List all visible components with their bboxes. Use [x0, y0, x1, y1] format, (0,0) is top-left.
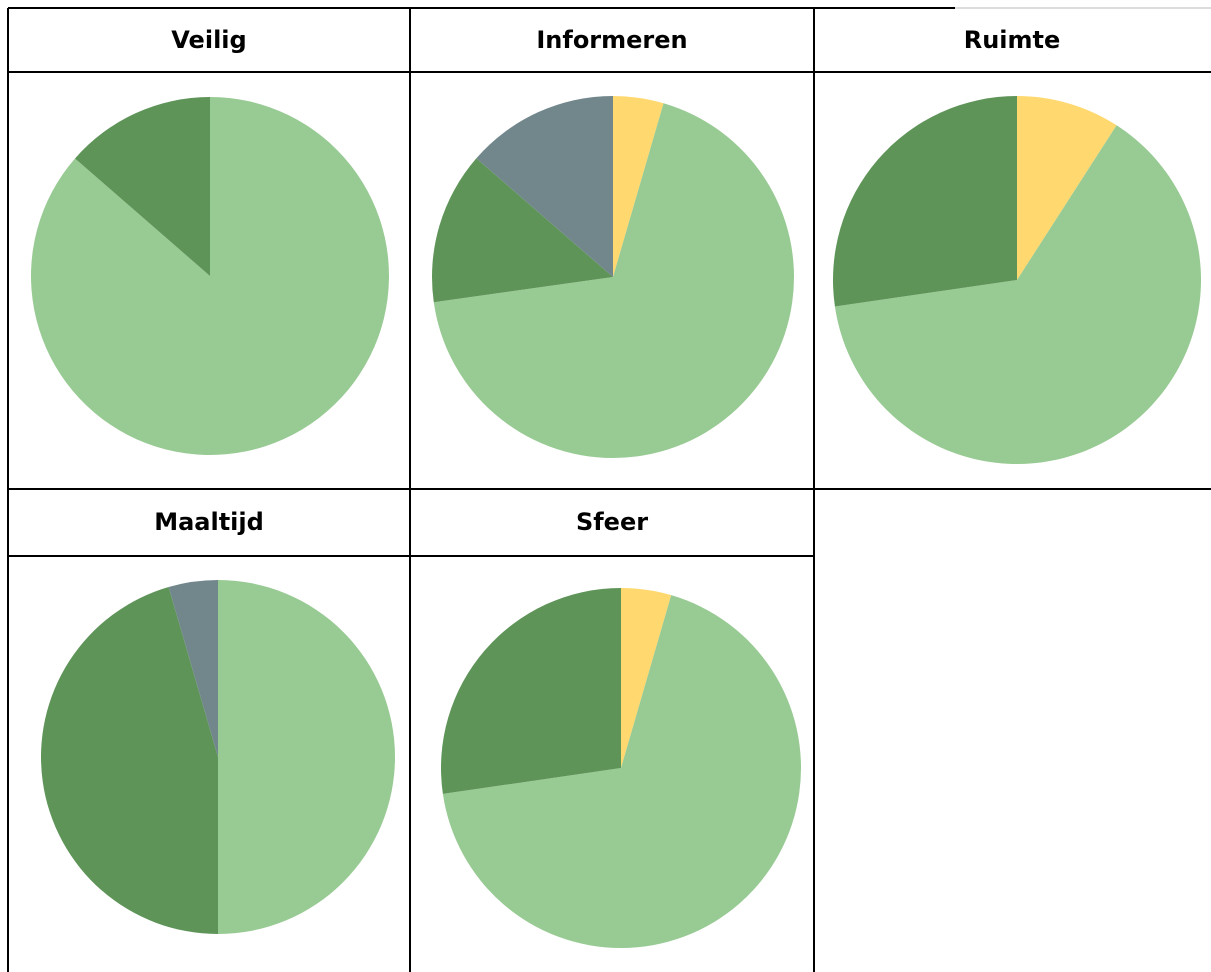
pie-slice — [74, 97, 210, 276]
pie-slice — [621, 588, 672, 768]
pie-slice — [441, 588, 621, 794]
chart-title: Ruimte — [964, 26, 1061, 54]
pie-slice — [476, 96, 613, 277]
pie-slice — [442, 595, 801, 949]
table-borders — [7, 7, 1211, 972]
pie-slice — [432, 158, 613, 303]
chart-title: Veilig — [171, 26, 246, 54]
chart-title: Maaltijd — [154, 508, 264, 536]
pie-slice — [30, 97, 389, 455]
pie-slice — [433, 103, 794, 458]
chart-title: Sfeer — [576, 508, 648, 536]
pie-slice — [218, 580, 395, 934]
pie-slice — [1017, 96, 1117, 280]
chart-title: Informeren — [536, 26, 687, 54]
pie-slice — [834, 125, 1201, 464]
pie-slice — [613, 96, 664, 277]
pie-slice — [40, 587, 218, 934]
pie-slice — [168, 580, 218, 757]
pie-slice — [832, 96, 1017, 307]
